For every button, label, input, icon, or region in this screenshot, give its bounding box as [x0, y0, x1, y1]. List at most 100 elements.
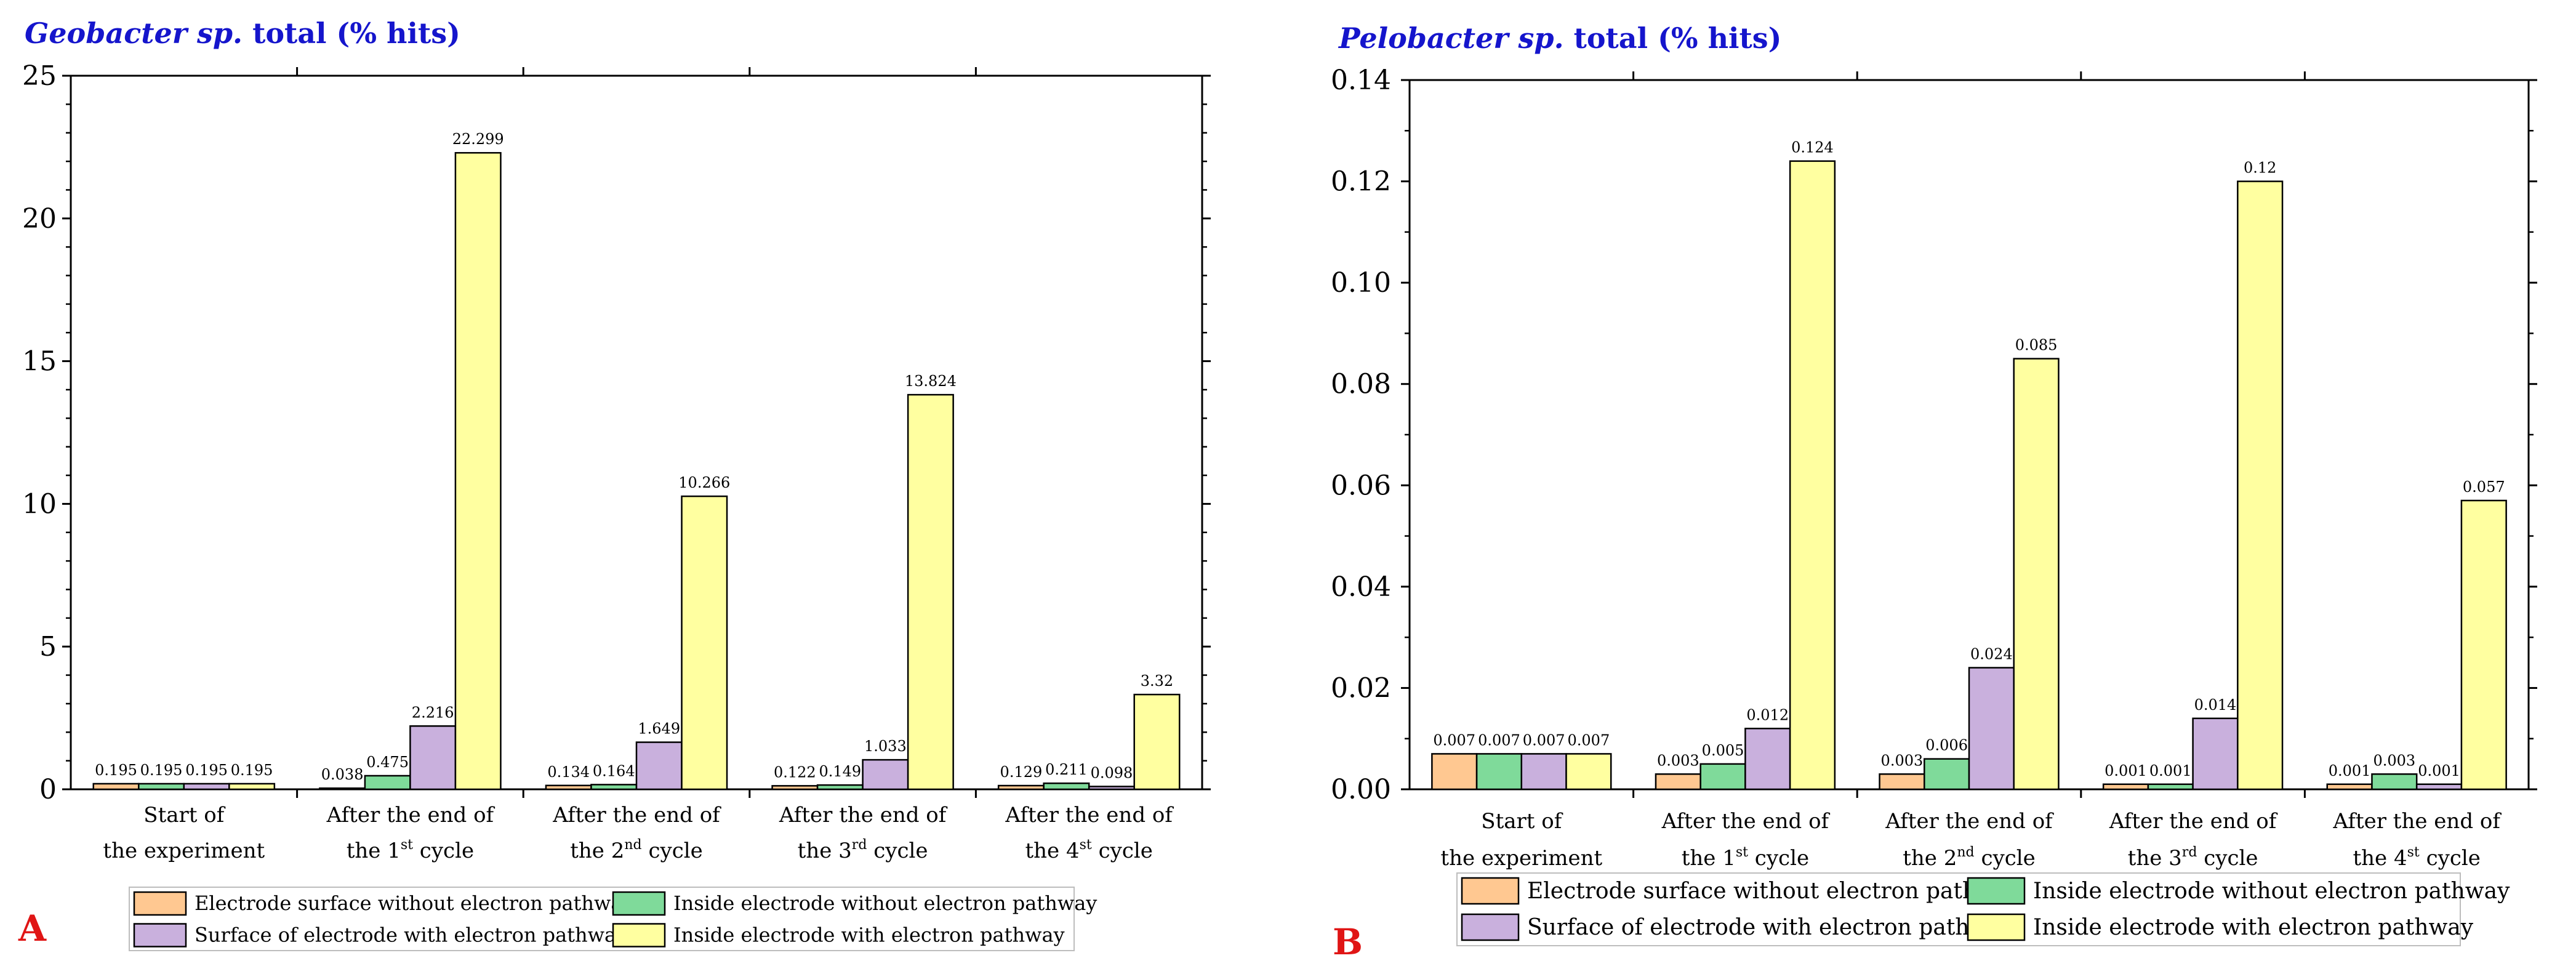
bar — [92, 783, 140, 791]
bar — [319, 787, 366, 791]
data-label: 0.122 — [774, 763, 816, 781]
data-label: 0.164 — [593, 762, 635, 779]
data-label: 0.195 — [95, 762, 137, 779]
x-tick-label-suffix: cycle — [2420, 846, 2481, 871]
bar — [1699, 763, 1746, 791]
y-tick-label: 0.06 — [1331, 470, 1391, 501]
x-tick-label-line2: the 3rd cycle — [2128, 845, 2258, 871]
data-label: 0.195 — [231, 762, 273, 779]
bar — [997, 784, 1045, 791]
legend-label: Inside electrode without electron pathwa… — [2033, 879, 2510, 904]
x-tick-label-suffix: cycle — [642, 839, 703, 863]
data-label: 0.007 — [1478, 731, 1520, 749]
bar — [1744, 728, 1791, 791]
data-label: 0.038 — [321, 766, 364, 783]
bar — [635, 741, 683, 791]
x-tick-label-sup: st — [2407, 845, 2420, 860]
x-tick-label-sup: nd — [1957, 845, 1974, 860]
data-label: 10.266 — [678, 474, 730, 491]
bar — [1655, 773, 1701, 791]
legend-swatch — [1461, 877, 1520, 905]
y-tick-label: 0.02 — [1331, 672, 1391, 704]
legend-swatch — [1967, 913, 2026, 941]
legend-swatch — [612, 923, 666, 948]
x-tick-label-sup: st — [401, 837, 413, 853]
data-label: 0.149 — [819, 763, 861, 780]
bar — [1565, 753, 1612, 791]
data-label: 0.003 — [1881, 752, 1924, 769]
x-tick-label-line2: the 2nd cycle — [570, 837, 703, 863]
x-tick-label-sup: rd — [2182, 845, 2197, 860]
x-tick-label-line2: the 1st cycle — [347, 837, 474, 863]
x-tick-label-line1: After the end of — [2332, 809, 2502, 834]
bar — [183, 783, 230, 791]
legend-label: Electrode surface without electron pathw… — [195, 891, 634, 915]
x-tick-label-line1: After the end of — [326, 803, 496, 827]
panel-letter: A — [18, 908, 47, 949]
legend-label: Inside electrode with electron pathway — [2033, 915, 2474, 940]
data-label: 0.134 — [547, 763, 590, 781]
data-label: 0.057 — [2463, 478, 2505, 496]
x-tick-label-text: the 2 — [1903, 846, 1957, 871]
data-label: 0.098 — [1091, 764, 1133, 781]
data-label: 0.195 — [140, 762, 183, 779]
x-tick-label-line2: the experiment — [1440, 846, 1602, 871]
panel-letter: B — [1333, 921, 1363, 963]
bar — [1879, 773, 1925, 791]
data-label: 0.001 — [2329, 762, 2371, 779]
data-label: 3.32 — [1141, 672, 1173, 690]
y-tick-label: 20 — [22, 203, 57, 235]
bar — [816, 784, 864, 791]
data-label: 0.006 — [1925, 737, 1968, 754]
x-tick-label-text: the 2 — [570, 839, 624, 863]
data-label: 1.649 — [638, 720, 680, 738]
legend-swatch — [133, 923, 187, 948]
bar — [907, 393, 954, 791]
bar — [545, 784, 592, 791]
chart-title-species: Pelobacter sp. — [1338, 22, 1564, 55]
data-label: 0.085 — [2015, 337, 2058, 354]
y-tick-label: 15 — [22, 346, 57, 377]
data-label: 1.033 — [864, 738, 907, 755]
data-label: 0.003 — [2373, 752, 2415, 769]
bar — [771, 785, 819, 791]
data-label: 0.003 — [1657, 752, 1699, 769]
y-tick-label: 0.00 — [1331, 774, 1391, 805]
x-tick-label-line1: Start of — [1481, 809, 1563, 834]
legend-label: Inside electrode with electron pathway — [673, 923, 1065, 946]
y-tick-label: 10 — [22, 488, 57, 520]
y-tick-label: 5 — [39, 631, 57, 662]
bar — [590, 784, 638, 791]
x-tick-label-suffix: cycle — [2197, 846, 2258, 871]
data-label: 0.129 — [1000, 763, 1043, 781]
x-tick-label-line1: After the end of — [552, 803, 721, 827]
bar — [2326, 783, 2373, 791]
y-tick-label: 0.12 — [1331, 166, 1391, 198]
x-tick-label-line1: Start of — [143, 803, 225, 827]
x-tick-label-sup: rd — [852, 837, 867, 853]
chart-panel-b: Pelobacter sp. total (% hits) B 0.00 0.02 0.… — [1331, 22, 2537, 963]
bar — [1789, 160, 1836, 791]
bar — [1043, 782, 1090, 791]
bar — [454, 151, 502, 791]
data-label: 0.12 — [2244, 159, 2276, 177]
bar — [2147, 783, 2194, 791]
x-tick-label-suffix: cycle — [1092, 839, 1153, 863]
x-tick-label-text: the 4 — [1025, 839, 1080, 863]
x-tick-label-text: the 3 — [2128, 846, 2182, 871]
x-tick-label-sup: nd — [624, 837, 641, 853]
data-label: 13.824 — [905, 372, 957, 390]
x-tick-label-text: the experiment — [103, 839, 265, 863]
data-label: 0.007 — [1433, 731, 1475, 749]
data-label: 0.012 — [1746, 706, 1789, 723]
x-tick-label-line1: After the end of — [2109, 809, 2278, 834]
x-tick-label-line2: the experiment — [103, 839, 265, 863]
bar — [1475, 753, 1523, 791]
bar — [1133, 693, 1181, 791]
legend-swatch — [133, 891, 187, 916]
x-tick-label-line2: the 2nd cycle — [1903, 845, 2036, 871]
data-label: 0.001 — [2105, 762, 2147, 779]
data-label: 0.475 — [366, 754, 409, 771]
bar — [2013, 358, 2060, 791]
